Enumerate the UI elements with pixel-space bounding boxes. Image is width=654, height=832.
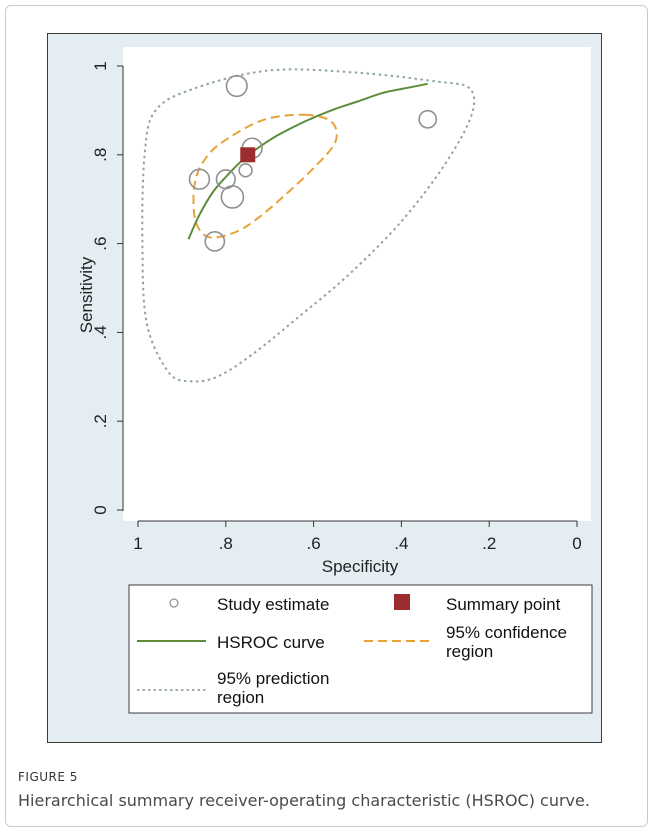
study-estimate-point xyxy=(204,230,226,252)
figure-label: FIGURE 5 xyxy=(18,770,78,784)
y-tick-label: 0 xyxy=(91,505,110,514)
y-tick-label: .8 xyxy=(91,148,110,162)
legend-confidence-label-2: region xyxy=(446,642,493,661)
y-tick-label: .4 xyxy=(91,325,110,339)
prediction-region xyxy=(141,68,476,383)
study-estimate-point xyxy=(418,109,438,129)
legend-confidence-label-1: 95% confidence xyxy=(446,623,567,642)
legend-box xyxy=(128,584,593,714)
x-tick-label: 0 xyxy=(572,534,581,553)
legend-hsroc-label: HSROC curve xyxy=(217,633,325,652)
study-estimate-point xyxy=(238,163,253,178)
plot-area xyxy=(123,47,591,521)
study-estimate-point xyxy=(225,74,248,98)
summary-point-layer xyxy=(240,147,256,163)
y-tick-label: .6 xyxy=(91,237,110,251)
legend: Study estimate Summary point HSROC curve… xyxy=(128,584,593,714)
x-tick-label: .4 xyxy=(394,534,408,553)
legend-study-marker xyxy=(169,598,179,608)
x-axis-title: Specificity xyxy=(322,557,399,576)
legend-prediction-label-1: 95% prediction xyxy=(217,669,329,688)
hsroc-curve xyxy=(187,82,428,240)
confidence-region xyxy=(192,113,338,239)
legend-summary-marker xyxy=(394,594,410,610)
x-tick-label: 1 xyxy=(133,534,142,553)
legend-study-label: Study estimate xyxy=(217,595,329,614)
x-tick-label: .2 xyxy=(482,534,496,553)
y-axis-ticks: 0 .2 .4 .6 .8 1 xyxy=(91,61,123,515)
study-estimate-point xyxy=(188,168,211,190)
x-tick-label: .8 xyxy=(219,534,233,553)
legend-prediction-label-2: region xyxy=(217,688,264,707)
x-axis-ticks: 1 .8 .6 .4 .2 0 xyxy=(133,521,582,553)
y-axis-title: Sensitivity xyxy=(77,256,96,333)
figure-caption: Hierarchical summary receiver-operating … xyxy=(18,791,590,810)
x-tick-label: .6 xyxy=(307,534,321,553)
y-tick-label: 1 xyxy=(91,61,110,70)
summary-point xyxy=(240,147,256,163)
confidence-region-layer xyxy=(192,113,338,239)
study-estimate-point xyxy=(220,185,245,209)
y-tick-label: .2 xyxy=(91,414,110,428)
legend-summary-label: Summary point xyxy=(446,595,561,614)
hsroc-curve-layer xyxy=(187,82,428,240)
prediction-region-layer xyxy=(141,68,476,383)
